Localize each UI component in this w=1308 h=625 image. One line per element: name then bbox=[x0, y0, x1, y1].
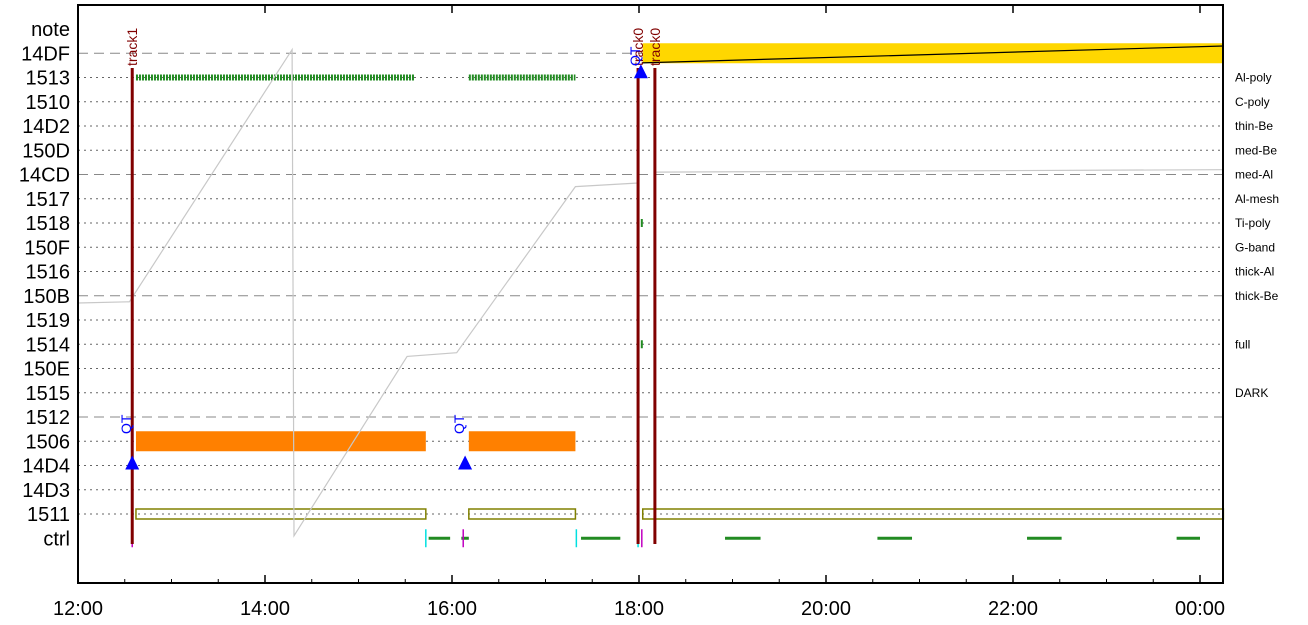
right-label-med-Be: med-Be bbox=[1235, 143, 1277, 157]
right-label-C-poly: C-poly bbox=[1235, 95, 1270, 109]
grey-trace bbox=[77, 47, 639, 538]
row-label-1506: 1506 bbox=[26, 431, 71, 453]
right-label-Ti-poly: Ti-poly bbox=[1235, 216, 1271, 230]
x-ticks bbox=[77, 5, 1201, 583]
black-trace bbox=[641, 45, 1224, 64]
row-label-14DF: 14DF bbox=[21, 43, 70, 65]
right-label-thick-Be: thick-Be bbox=[1235, 289, 1279, 303]
olive-box-1511 bbox=[135, 508, 427, 520]
track-label-1: track0 bbox=[630, 28, 646, 66]
row-label-1514: 1514 bbox=[26, 334, 71, 356]
row-label-1510: 1510 bbox=[26, 92, 71, 114]
row-gridlines bbox=[78, 52, 1223, 515]
row-label-1519: 1519 bbox=[26, 310, 71, 332]
row-label-ctrl: ctrl bbox=[43, 528, 70, 550]
row-label-1515: 1515 bbox=[26, 383, 71, 405]
track-label-2: track0 bbox=[647, 28, 663, 66]
qt-marker-0 bbox=[125, 455, 140, 470]
qt-label-2: QT bbox=[627, 46, 643, 66]
plot-frame bbox=[77, 4, 1224, 584]
row-label-14D2: 14D2 bbox=[22, 116, 70, 138]
x-tick-label-16:00: 16:00 bbox=[427, 598, 477, 620]
x-tick-label-20:00: 20:00 bbox=[801, 598, 851, 620]
grey-trace-2 bbox=[654, 169, 1224, 173]
row-label-14CD: 14CD bbox=[19, 165, 70, 187]
row-label-note: note bbox=[31, 19, 70, 41]
row-label-1518: 1518 bbox=[26, 213, 71, 235]
qt-marker-1 bbox=[458, 455, 473, 470]
right-label-Al-poly: Al-poly bbox=[1235, 71, 1272, 85]
qt-marker-2 bbox=[633, 64, 648, 79]
track-label-0: track1 bbox=[124, 28, 140, 66]
x-tick-label-12:00: 12:00 bbox=[53, 598, 103, 620]
x-tick-label-18:00: 18:00 bbox=[614, 598, 664, 620]
row-label-150F: 150F bbox=[24, 237, 70, 259]
filter-labels: Al-poly C-poly thin-Be med-Be med-Al Al-mesh T… bbox=[1235, 71, 1279, 400]
right-label-thick-Al: thick-Al bbox=[1235, 265, 1274, 279]
row-label-14D3: 14D3 bbox=[22, 480, 70, 502]
x-tick-labels: 12:00 14:00 16:00 18:00 20:00 22:00 00:00 bbox=[53, 598, 1225, 620]
orange-bar-1506 bbox=[135, 431, 426, 452]
row-label-14D4: 14D4 bbox=[22, 456, 70, 478]
right-label-Al-mesh: Al-mesh bbox=[1235, 192, 1279, 206]
qt-label-0: QT bbox=[118, 414, 134, 434]
right-label-G-band: G-band bbox=[1235, 240, 1275, 254]
right-label-thin-Be: thin-Be bbox=[1235, 119, 1273, 133]
row-label-1512: 1512 bbox=[26, 407, 71, 429]
row-label-150B: 150B bbox=[23, 286, 70, 308]
row-label-1516: 1516 bbox=[26, 262, 71, 284]
olive-box-1511 bbox=[468, 508, 577, 520]
right-label-med-Al: med-Al bbox=[1235, 168, 1273, 182]
x-tick-label-14:00: 14:00 bbox=[240, 598, 290, 620]
row-label-150E: 150E bbox=[23, 359, 70, 381]
x-tick-label-22:00: 22:00 bbox=[988, 598, 1038, 620]
orange-bar-1506 bbox=[468, 431, 576, 452]
row-label-150D: 150D bbox=[22, 140, 70, 162]
right-label-full: full bbox=[1235, 337, 1250, 351]
right-label-DARK: DARK bbox=[1235, 386, 1268, 400]
row-label-1511: 1511 bbox=[27, 504, 70, 526]
qt-label-1: QT bbox=[451, 414, 467, 434]
row-label-1517: 1517 bbox=[26, 189, 71, 211]
x-tick-label-00:00: 00:00 bbox=[1175, 598, 1225, 620]
row-label-1513: 1513 bbox=[26, 68, 71, 90]
